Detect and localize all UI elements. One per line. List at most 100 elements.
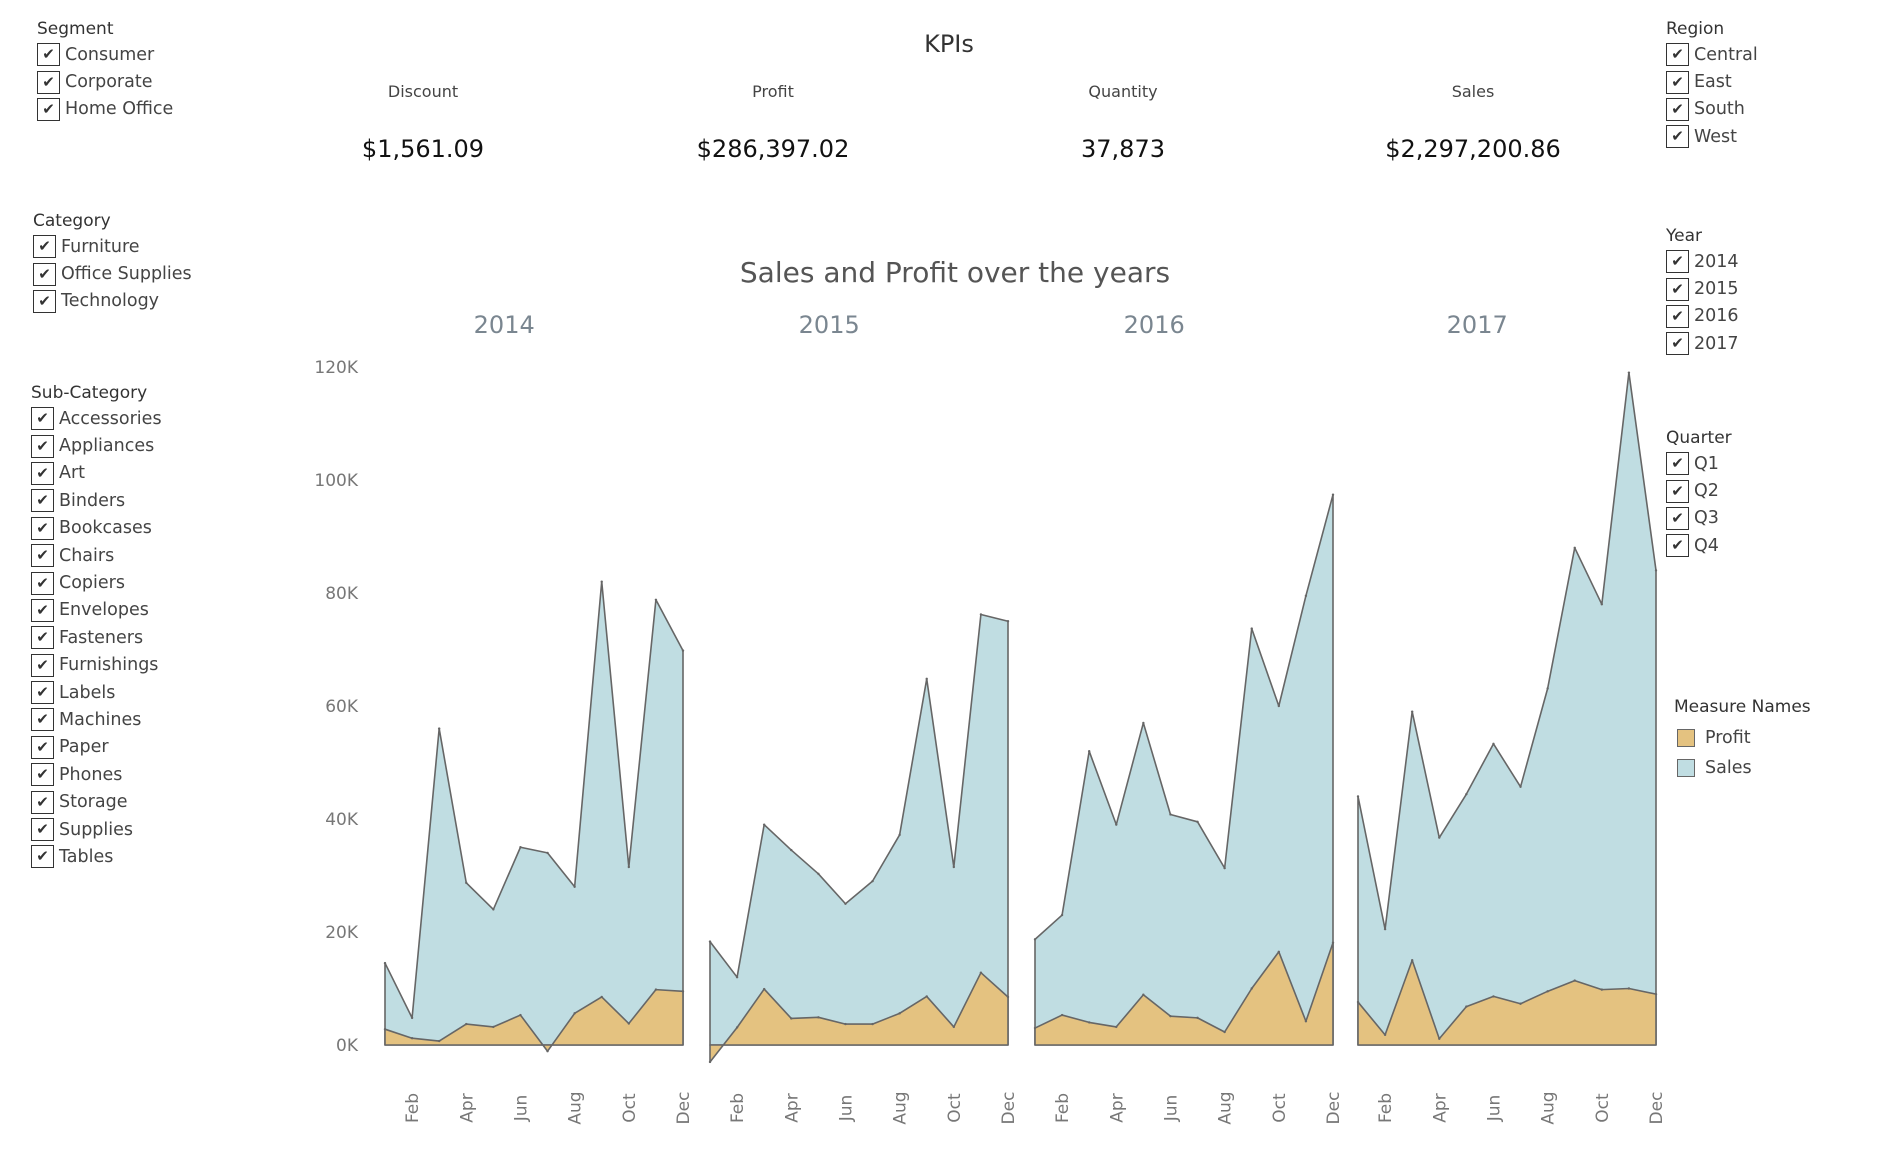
sales-point[interactable] xyxy=(600,580,603,583)
checkbox[interactable]: ✔ xyxy=(31,763,54,787)
checkbox[interactable]: ✔ xyxy=(1666,277,1689,301)
profit-point[interactable] xyxy=(600,995,603,999)
sales-point[interactable] xyxy=(1331,493,1335,496)
checkbox[interactable]: ✔ xyxy=(31,489,54,513)
checkbox[interactable]: ✔ xyxy=(31,407,54,431)
profit-point[interactable] xyxy=(952,1025,956,1029)
checkbox[interactable]: ✔ xyxy=(31,571,54,595)
profit-point[interactable] xyxy=(1277,950,1281,953)
sales-point[interactable] xyxy=(546,851,549,855)
sales-area[interactable] xyxy=(384,580,684,1046)
profit-point[interactable] xyxy=(1627,987,1631,990)
filter-option-paper[interactable]: ✔ Paper xyxy=(31,734,162,761)
profit-point[interactable] xyxy=(762,987,766,991)
filter-option-accessories[interactable]: ✔ Accessories xyxy=(31,405,162,432)
profit-point[interactable] xyxy=(1087,1021,1091,1024)
filter-option-chairs[interactable]: ✔ Chairs xyxy=(31,542,162,569)
sales-point[interactable] xyxy=(790,848,793,852)
sales-area[interactable] xyxy=(1034,493,1334,1046)
filter-option-supplies[interactable]: ✔ Supplies xyxy=(31,816,162,843)
sales-point[interactable] xyxy=(492,908,495,911)
checkbox[interactable]: ✔ xyxy=(37,70,60,94)
checkbox[interactable]: ✔ xyxy=(31,708,54,732)
sales-point[interactable] xyxy=(1250,627,1253,630)
profit-point[interactable] xyxy=(1410,959,1414,962)
filter-option-phones[interactable]: ✔ Phones xyxy=(31,761,162,788)
sales-point[interactable] xyxy=(1115,823,1118,826)
sales-point[interactable] xyxy=(383,961,387,965)
profit-point[interactable] xyxy=(1600,988,1604,991)
sales-point[interactable] xyxy=(952,865,956,869)
sales-point[interactable] xyxy=(871,879,874,883)
sales-point[interactable] xyxy=(898,833,901,837)
checkbox[interactable]: ✔ xyxy=(1666,97,1689,121)
checkbox[interactable]: ✔ xyxy=(37,43,60,67)
checkbox[interactable]: ✔ xyxy=(33,262,56,286)
sales-point[interactable] xyxy=(1033,938,1037,941)
filter-option-south[interactable]: ✔ South xyxy=(1666,96,1758,123)
sales-point[interactable] xyxy=(1087,750,1091,753)
profit-point[interactable] xyxy=(1304,1020,1308,1023)
checkbox[interactable]: ✔ xyxy=(31,845,54,869)
sales-point[interactable] xyxy=(1438,836,1441,839)
checkbox[interactable]: ✔ xyxy=(31,434,54,458)
profit-point[interactable] xyxy=(492,1025,495,1029)
profit-point[interactable] xyxy=(1519,1002,1522,1005)
sales-point[interactable] xyxy=(708,940,712,943)
profit-point[interactable] xyxy=(1060,1013,1064,1017)
sales-point[interactable] xyxy=(681,649,685,652)
checkbox[interactable]: ✔ xyxy=(33,289,56,313)
profit-point[interactable] xyxy=(1115,1025,1118,1029)
filter-option-technology[interactable]: ✔ Technology xyxy=(33,288,192,315)
sales-point[interactable] xyxy=(979,613,983,616)
profit-point[interactable] xyxy=(1573,979,1576,982)
sales-point[interactable] xyxy=(817,872,820,876)
profit-point[interactable] xyxy=(708,1060,712,1064)
sales-point[interactable] xyxy=(925,677,928,681)
filter-option-envelopes[interactable]: ✔ Envelopes xyxy=(31,597,162,624)
checkbox[interactable]: ✔ xyxy=(1666,534,1689,558)
filter-option-furniture[interactable]: ✔ Furniture xyxy=(33,233,192,260)
profit-point[interactable] xyxy=(871,1022,874,1026)
filter-option-2015[interactable]: ✔ 2015 xyxy=(1666,275,1739,302)
filter-option-q2[interactable]: ✔ Q2 xyxy=(1666,477,1732,504)
sales-point[interactable] xyxy=(1356,795,1360,798)
checkbox[interactable]: ✔ xyxy=(1666,479,1689,503)
profit-point[interactable] xyxy=(1006,995,1010,999)
profit-point[interactable] xyxy=(735,1026,739,1029)
profit-point[interactable] xyxy=(627,1022,631,1025)
checkbox[interactable]: ✔ xyxy=(1666,304,1689,328)
profit-point[interactable] xyxy=(1546,990,1549,993)
filter-option-2014[interactable]: ✔ 2014 xyxy=(1666,248,1739,275)
filter-option-furnishings[interactable]: ✔ Furnishings xyxy=(31,652,162,679)
sales-point[interactable] xyxy=(1006,620,1010,623)
sales-point[interactable] xyxy=(1492,742,1495,746)
profit-point[interactable] xyxy=(1142,993,1145,996)
checkbox[interactable]: ✔ xyxy=(31,681,54,705)
checkbox[interactable]: ✔ xyxy=(31,544,54,568)
filter-option-office-supplies[interactable]: ✔ Office Supplies xyxy=(33,260,192,287)
filter-option-fasteners[interactable]: ✔ Fasteners xyxy=(31,624,162,651)
profit-point[interactable] xyxy=(898,1012,901,1015)
filter-option-east[interactable]: ✔ East xyxy=(1666,68,1758,95)
profit-point[interactable] xyxy=(519,1013,522,1017)
profit-point[interactable] xyxy=(1356,1000,1360,1004)
profit-point[interactable] xyxy=(790,1017,793,1020)
checkbox[interactable]: ✔ xyxy=(1666,250,1689,274)
sales-point[interactable] xyxy=(1573,546,1576,549)
filter-option-art[interactable]: ✔ Art xyxy=(31,460,162,487)
profit-point[interactable] xyxy=(437,1039,441,1043)
filter-option-home-office[interactable]: ✔ Home Office xyxy=(37,96,173,123)
legend-item-sales[interactable]: Sales xyxy=(1674,753,1811,783)
profit-point[interactable] xyxy=(546,1050,549,1053)
filter-option-bookcases[interactable]: ✔ Bookcases xyxy=(31,515,162,542)
sales-point[interactable] xyxy=(573,885,576,888)
sales-area[interactable] xyxy=(1357,371,1657,1046)
checkbox[interactable]: ✔ xyxy=(1666,506,1689,530)
filter-option-tables[interactable]: ✔ Tables xyxy=(31,843,162,870)
filter-option-consumer[interactable]: ✔ Consumer xyxy=(37,41,173,68)
profit-point[interactable] xyxy=(1383,1033,1387,1037)
sales-point[interactable] xyxy=(1519,785,1522,788)
filter-option-q3[interactable]: ✔ Q3 xyxy=(1666,505,1732,532)
profit-point[interactable] xyxy=(1465,1005,1468,1008)
